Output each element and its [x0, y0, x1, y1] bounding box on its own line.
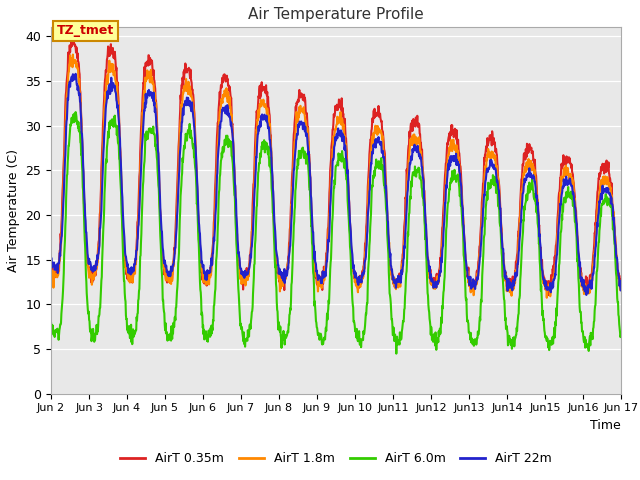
AirT 6.0m: [47, 321, 55, 326]
AirT 0.35m: [550, 274, 557, 280]
Title: Air Temperature Profile: Air Temperature Profile: [248, 7, 424, 22]
AirT 22m: [499, 246, 507, 252]
AirT 6.0m: [617, 333, 625, 338]
AirT 1.8m: [543, 295, 550, 300]
AirT 0.35m: [425, 264, 433, 270]
AirT 22m: [47, 256, 55, 262]
AirT 22m: [72, 71, 79, 77]
AirT 0.35m: [47, 263, 55, 268]
AirT 0.35m: [499, 250, 507, 255]
Y-axis label: Air Temperature (C): Air Temperature (C): [7, 149, 20, 272]
AirT 1.8m: [425, 270, 433, 276]
AirT 1.8m: [69, 52, 77, 58]
AirT 6.0m: [500, 290, 508, 296]
Line: AirT 22m: AirT 22m: [51, 74, 621, 295]
AirT 1.8m: [174, 174, 182, 180]
AirT 0.35m: [174, 159, 182, 165]
AirT 0.35m: [238, 278, 246, 284]
AirT 1.8m: [238, 277, 246, 283]
AirT 6.0m: [72, 109, 79, 115]
AirT 22m: [582, 292, 590, 298]
AirT 1.8m: [550, 275, 557, 281]
AirT 22m: [238, 268, 246, 274]
AirT 22m: [617, 288, 625, 293]
AirT 6.0m: [392, 351, 400, 357]
AirT 6.0m: [238, 324, 246, 330]
X-axis label: Time: Time: [590, 419, 621, 432]
AirT 22m: [161, 261, 168, 266]
AirT 0.35m: [69, 37, 77, 43]
AirT 6.0m: [161, 311, 168, 316]
AirT 0.35m: [161, 272, 168, 277]
Line: AirT 1.8m: AirT 1.8m: [51, 55, 621, 298]
AirT 1.8m: [617, 286, 625, 291]
AirT 6.0m: [174, 261, 182, 266]
Line: AirT 0.35m: AirT 0.35m: [51, 40, 621, 295]
AirT 22m: [174, 191, 182, 197]
Legend: AirT 0.35m, AirT 1.8m, AirT 6.0m, AirT 22m: AirT 0.35m, AirT 1.8m, AirT 6.0m, AirT 2…: [115, 447, 557, 470]
Line: AirT 6.0m: AirT 6.0m: [51, 112, 621, 354]
AirT 1.8m: [47, 267, 55, 273]
AirT 22m: [425, 263, 433, 268]
AirT 6.0m: [550, 332, 557, 338]
AirT 1.8m: [499, 256, 507, 262]
AirT 0.35m: [545, 292, 552, 298]
AirT 22m: [550, 277, 557, 283]
Text: TZ_tmet: TZ_tmet: [57, 24, 114, 37]
AirT 1.8m: [161, 265, 168, 271]
AirT 6.0m: [426, 309, 433, 315]
AirT 0.35m: [617, 276, 625, 282]
